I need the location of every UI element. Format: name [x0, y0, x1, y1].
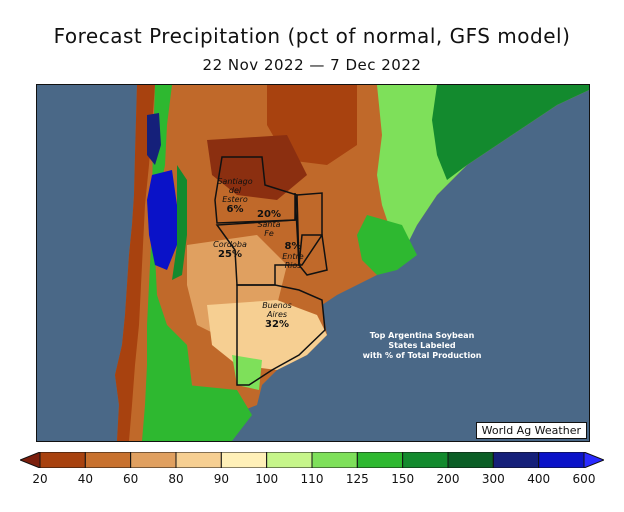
colorbar-segment	[356, 452, 404, 468]
state-label-santiago-del-estero: Santiago del Estero 6%	[213, 177, 257, 215]
map-note: Top Argentina Soybean States Labeled wit…	[337, 331, 507, 361]
colorbar-segment	[402, 452, 449, 468]
andes-darkgreen	[172, 165, 187, 280]
brazil-darkgreen	[432, 85, 589, 180]
andes-blue-south	[147, 170, 177, 270]
chile-strip	[115, 85, 155, 441]
colorbar-tick-label: 80	[168, 472, 184, 486]
state-label-cordoba: Cordoba 25%	[205, 240, 255, 260]
state-label-santa-fe: 20% Santa Fe	[255, 209, 283, 238]
colorbar-tick-label: 40	[77, 472, 93, 486]
colorbar-tick-label: 150	[391, 472, 415, 486]
colorbar-segment	[538, 452, 585, 468]
province-outlines	[214, 156, 328, 386]
state-name-line: Santiago	[217, 177, 253, 186]
colorbar-tick-label: 300	[481, 472, 505, 486]
colorbar-arrow-left	[20, 452, 41, 468]
state-name-line: Aires	[266, 310, 288, 319]
state-name-line: Santa	[257, 220, 281, 229]
uruguay-green	[357, 215, 417, 275]
state-name-line: Fe	[264, 229, 274, 238]
colorbar-tick-label: 600	[572, 472, 596, 486]
state-name-line: Rios	[284, 261, 302, 270]
map-graphic	[37, 85, 589, 441]
state-name-line: Estero	[222, 195, 248, 204]
colorbar-tick-label: 110	[300, 472, 324, 486]
note-line: Top Argentina Soybean	[369, 331, 475, 340]
colorbar-segment	[447, 452, 494, 468]
state-name-line: Entre	[282, 252, 304, 261]
state-label-buenos-aires: Buenos Aires 32%	[255, 301, 299, 330]
state-pct-cordoba: 25%	[218, 249, 242, 260]
colorbar-segment	[266, 452, 313, 468]
brazil-green	[377, 85, 589, 245]
andes-blue-north	[147, 113, 161, 165]
colorbar-tick-label: 20	[32, 472, 48, 486]
colorbar-tick-label: 90	[213, 472, 229, 486]
colorbar-tick-label: 60	[123, 472, 139, 486]
precipitation-map: Santiago del Estero 6% 20% Santa Fe Cord…	[36, 84, 590, 442]
state-pct-santa-fe: 20%	[257, 209, 281, 220]
colorbar-segment	[311, 452, 358, 468]
colorbar-segment	[175, 452, 222, 468]
colorbar-arrow-right	[583, 452, 604, 468]
colorbar-segment	[220, 452, 268, 468]
colorbar-segment	[39, 452, 86, 468]
colorbar-tick-label: 200	[436, 472, 460, 486]
colorbar-segment	[130, 452, 177, 468]
credit-label: World Ag Weather	[475, 422, 587, 439]
state-name-line: Cordoba	[213, 240, 247, 249]
state-label-entre-rios: 8% Entre Rios	[279, 241, 307, 270]
colorbar-tick-label: 125	[345, 472, 369, 486]
colorbar-segment	[492, 452, 540, 468]
andes-green	[142, 85, 192, 441]
state-name-line: Buenos	[262, 301, 292, 310]
state-name-line: del	[228, 186, 242, 195]
colorbar	[20, 452, 604, 468]
state-pct-entre-rios: 8%	[284, 241, 302, 252]
colorbar-tick-label: 100	[255, 472, 279, 486]
map-title: Forecast Precipitation (pct of normal, G…	[53, 24, 571, 48]
state-pct-santiago-del-estero: 6%	[226, 204, 244, 215]
chaco-dark	[207, 135, 307, 200]
map-subtitle: 22 Nov 2022 — 7 Dec 2022	[202, 56, 422, 74]
colorbar-tick-label: 400	[527, 472, 551, 486]
note-line: with % of Total Production	[362, 351, 482, 360]
colorbar-segment	[84, 452, 132, 468]
note-line: States Labeled	[388, 341, 456, 350]
state-pct-buenos-aires: 32%	[265, 319, 289, 330]
patagonia-green	[177, 385, 252, 441]
